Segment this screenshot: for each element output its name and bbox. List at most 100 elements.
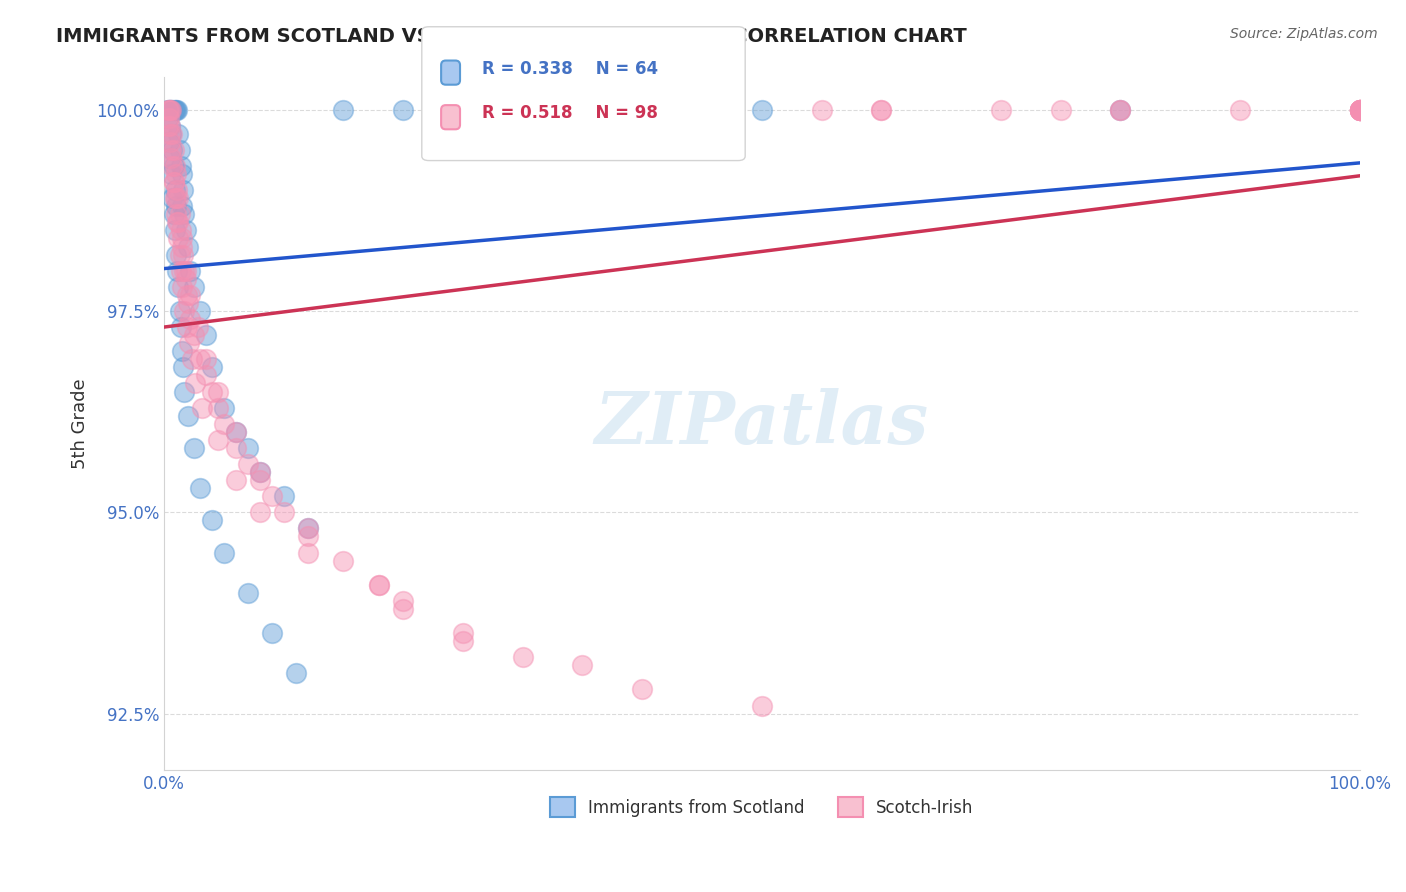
Point — [176, 320, 198, 334]
Point — [159, 119, 181, 133]
Point — [162, 143, 184, 157]
Point — [166, 263, 188, 277]
Point — [156, 103, 179, 117]
Point — [162, 103, 184, 117]
Point — [1109, 103, 1132, 117]
Point — [157, 103, 180, 117]
Point — [183, 280, 205, 294]
Point — [1348, 103, 1371, 117]
Point — [1049, 103, 1071, 117]
Point — [392, 602, 415, 616]
Point — [225, 425, 247, 439]
Point — [249, 465, 271, 479]
Point — [162, 159, 184, 173]
Y-axis label: 5th Grade: 5th Grade — [72, 378, 89, 469]
Point — [297, 545, 319, 559]
Point — [159, 103, 181, 117]
Point — [990, 103, 1012, 117]
Point — [284, 666, 307, 681]
Point — [172, 183, 194, 197]
Point — [174, 263, 197, 277]
Point — [165, 207, 187, 221]
Point — [212, 401, 235, 415]
Point — [160, 103, 183, 117]
Point — [236, 457, 259, 471]
Point — [1348, 103, 1371, 117]
Point — [177, 409, 200, 423]
Point — [162, 127, 184, 141]
Point — [173, 263, 195, 277]
Point — [392, 103, 415, 117]
Point — [212, 417, 235, 431]
Point — [297, 521, 319, 535]
Point — [179, 288, 201, 302]
Point — [1348, 103, 1371, 117]
Point — [170, 167, 193, 181]
Point — [179, 312, 201, 326]
Point — [167, 280, 190, 294]
Point — [165, 191, 187, 205]
Point — [236, 586, 259, 600]
Point — [167, 127, 190, 141]
Text: ZIPatlas: ZIPatlas — [595, 388, 929, 459]
Point — [156, 119, 179, 133]
Point — [170, 159, 193, 173]
Point — [165, 103, 187, 117]
Point — [297, 529, 319, 543]
Point — [297, 521, 319, 535]
Point — [163, 183, 186, 197]
Point — [179, 263, 201, 277]
Point — [751, 103, 773, 117]
Point — [201, 513, 224, 527]
Point — [170, 263, 193, 277]
Point — [191, 401, 214, 415]
Point — [236, 441, 259, 455]
Point — [160, 167, 183, 181]
Point — [273, 505, 295, 519]
Point — [169, 304, 191, 318]
Point — [157, 111, 180, 125]
Point — [870, 103, 893, 117]
Text: R = 0.338    N = 64: R = 0.338 N = 64 — [482, 60, 658, 78]
Point — [167, 191, 190, 205]
Point — [201, 360, 224, 375]
Point — [1109, 103, 1132, 117]
Point — [512, 103, 534, 117]
Point — [207, 384, 229, 399]
Point — [392, 594, 415, 608]
Point — [194, 368, 217, 383]
Point — [173, 207, 195, 221]
Point — [170, 239, 193, 253]
Point — [225, 473, 247, 487]
Point — [1348, 103, 1371, 117]
Point — [177, 239, 200, 253]
Point — [156, 103, 179, 117]
Point — [159, 151, 181, 165]
Point — [631, 103, 654, 117]
Point — [512, 650, 534, 665]
Point — [160, 143, 183, 157]
Point — [162, 103, 184, 117]
Point — [260, 626, 283, 640]
Point — [160, 151, 183, 165]
Point — [172, 247, 194, 261]
Point — [157, 135, 180, 149]
Point — [207, 433, 229, 447]
Point — [157, 103, 180, 117]
Point — [207, 401, 229, 415]
Point — [166, 103, 188, 117]
Point — [249, 473, 271, 487]
Point — [225, 441, 247, 455]
Point — [170, 223, 193, 237]
Point — [1348, 103, 1371, 117]
Point — [165, 167, 187, 181]
Point — [162, 143, 184, 157]
Point — [188, 352, 211, 367]
Point — [332, 103, 354, 117]
Point — [179, 336, 201, 351]
Point — [169, 247, 191, 261]
Point — [870, 103, 893, 117]
Point — [194, 328, 217, 343]
Point — [260, 489, 283, 503]
Point — [184, 376, 207, 391]
